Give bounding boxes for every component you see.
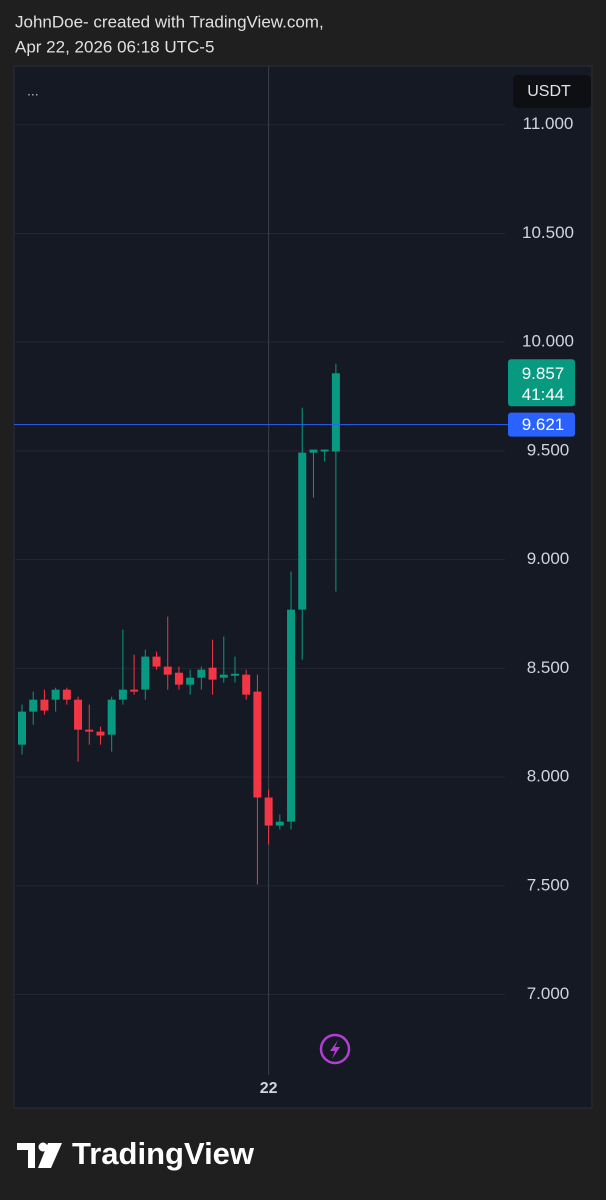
candle-body	[51, 689, 60, 700]
countdown-label: 41:44	[522, 385, 565, 404]
last-price-label: 9.857	[522, 364, 565, 383]
candle-body	[253, 691, 262, 798]
candle-body	[230, 673, 239, 676]
candle-body	[219, 674, 228, 678]
lightning-icon[interactable]	[319, 1033, 351, 1065]
price-line-label: 9.621	[522, 415, 565, 434]
candle-body	[130, 689, 139, 692]
candle-body	[331, 373, 340, 452]
price-line-box	[508, 412, 575, 437]
logo-shape	[38, 1143, 62, 1168]
y-tick-label: 8.500	[527, 658, 570, 677]
y-tick-label: 7.500	[527, 875, 570, 894]
brand-logo	[17, 1142, 62, 1168]
candle-body	[29, 699, 38, 712]
candle-body	[118, 689, 127, 700]
y-tick-label: 10.000	[522, 332, 574, 351]
candle-body	[96, 731, 105, 736]
candle-body	[186, 677, 195, 685]
candle-body	[320, 449, 329, 452]
logo-shape	[17, 1143, 35, 1168]
candle-body	[40, 699, 49, 711]
candle-body	[174, 672, 183, 685]
icon-bolt	[330, 1040, 340, 1059]
candle-body	[141, 656, 150, 690]
y-tick-label: 10.500	[522, 223, 574, 242]
brand-name: TradingView	[72, 1136, 255, 1171]
candle-body	[74, 699, 83, 730]
currency-box[interactable]	[513, 75, 591, 108]
candle-body	[197, 669, 206, 678]
y-tick-label: 11.000	[523, 114, 574, 133]
candle-body	[208, 667, 217, 680]
candle-body	[309, 449, 318, 453]
candle-body	[287, 609, 296, 822]
candle-body	[107, 699, 116, 735]
menu-button[interactable]: ...	[27, 83, 39, 99]
candle-body	[264, 797, 273, 826]
y-tick-label: 9.500	[527, 440, 570, 459]
candle-body	[298, 452, 307, 610]
header-line: Apr 22, 2026 06:18 UTC-5	[15, 37, 214, 56]
candle-body	[62, 689, 71, 700]
y-tick-label: 7.000	[527, 984, 570, 1003]
y-tick-label: 8.000	[527, 767, 570, 786]
candle-body	[163, 666, 172, 675]
y-tick-label: 9.000	[527, 549, 570, 568]
logo-shape	[38, 1142, 48, 1152]
currency-label: USDT	[527, 83, 571, 100]
last-price-box	[508, 359, 575, 407]
candle-body	[152, 656, 161, 667]
candle-body	[275, 821, 284, 826]
icon-ring	[319, 1033, 351, 1065]
x-tick-label: 22	[260, 1080, 278, 1097]
candle-body	[85, 729, 94, 732]
candle-body	[242, 674, 251, 695]
header-line: JohnDoe- created with TradingView.com,	[15, 12, 324, 31]
candle-body	[18, 711, 26, 745]
